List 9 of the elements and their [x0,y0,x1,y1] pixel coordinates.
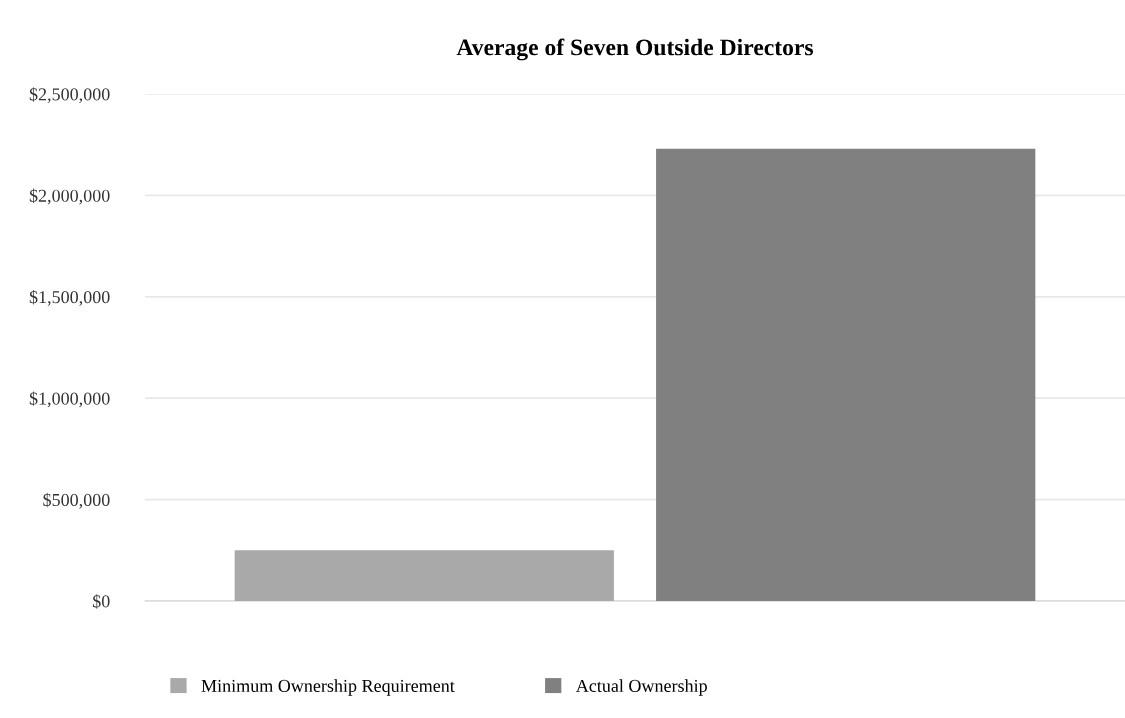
y-tick-label: $1,500,000 [29,289,110,306]
y-tick-label: $2,500,000 [29,87,110,104]
y-tick-label: $1,000,000 [29,391,110,408]
chart-title: Average of Seven Outside Directors [456,38,813,61]
y-tick-label: $0 [93,594,110,609]
legend-label: Minimum Ownership Requirement [201,679,455,696]
legend-label: Actual Ownership [575,679,707,696]
y-tick-label: $2,000,000 [29,188,110,205]
y-tick-label: $500,000 [43,492,110,509]
